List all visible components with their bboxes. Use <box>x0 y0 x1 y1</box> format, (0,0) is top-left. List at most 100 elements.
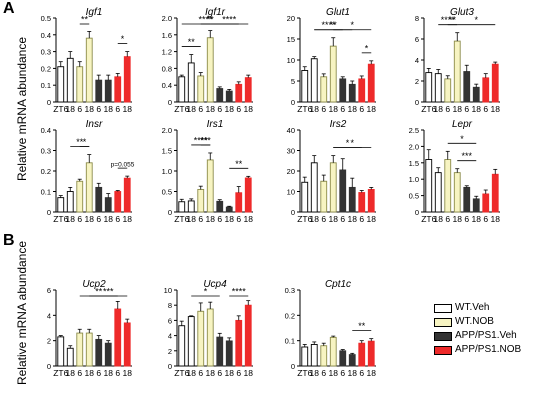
x-tick-label: 18 <box>66 214 76 224</box>
y-tick-label: 0.1 <box>41 81 51 90</box>
bar <box>76 180 84 213</box>
y-tick-label: 0 <box>415 208 419 217</box>
x-tick-label: ZT6 <box>174 368 189 378</box>
x-tick-label: 18 <box>472 104 482 114</box>
bar <box>104 342 112 367</box>
bar <box>85 332 93 367</box>
y-tick-label: 0.1 <box>41 188 51 197</box>
x-tick-label: 18 <box>367 214 377 224</box>
bar <box>123 322 131 367</box>
y-tick-label: 20 <box>287 167 295 176</box>
bar <box>453 40 461 103</box>
sig-label: * <box>460 134 464 144</box>
bar <box>197 188 205 213</box>
x-tick-label: 6 <box>359 368 364 378</box>
sig-label: * <box>474 15 478 25</box>
sig-label: ** <box>358 321 366 331</box>
x-tick-label: 6 <box>77 368 82 378</box>
y-tick-label: 10 <box>287 188 295 197</box>
y-tick-label: 0 <box>291 362 295 371</box>
bar <box>57 66 65 103</box>
x-tick-label: 6 <box>96 214 101 224</box>
x-tick-label: 18 <box>206 214 216 224</box>
bar <box>367 188 375 213</box>
x-tick-label: 18 <box>348 214 358 224</box>
x-tick-label: 6 <box>321 214 326 224</box>
sig-label: ** <box>81 15 89 25</box>
x-tick-label: 6 <box>464 104 469 114</box>
bar <box>104 79 112 103</box>
y-tick-label: 0 <box>291 208 295 217</box>
bar <box>206 159 214 213</box>
x-tick-label: 18 <box>434 104 444 114</box>
x-tick-label: 6 <box>340 104 345 114</box>
legend-item: APP/PS1.Veh <box>434 329 521 343</box>
x-tick-label: 6 <box>445 104 450 114</box>
chart-title: Glut3 <box>450 7 474 18</box>
panel-a-label: A <box>3 0 15 17</box>
y-tick-label: 0.1 <box>285 337 295 346</box>
x-tick-label: 18 <box>310 214 320 224</box>
x-tick-label: 18 <box>310 104 320 114</box>
sig-label: * <box>83 137 87 147</box>
sig-label: * <box>350 138 354 148</box>
legend-item: WT.NOB <box>434 315 521 329</box>
y-tick-label: 10 <box>164 286 172 295</box>
x-tick-label: 18 <box>472 214 482 224</box>
bar <box>358 342 366 367</box>
y-tick-label: 5 <box>291 77 295 86</box>
bar <box>197 310 205 367</box>
sig-label: **** <box>232 287 247 297</box>
chart-title: Ucp4 <box>203 279 227 290</box>
x-tick-label: 6 <box>115 214 120 224</box>
chart-title: Irs1 <box>207 119 224 130</box>
chart-title: Lepr <box>452 119 473 130</box>
bar <box>301 346 309 367</box>
bar <box>76 66 84 103</box>
x-tick-label: 18 <box>244 214 254 224</box>
bar <box>85 37 93 103</box>
x-tick-label: 6 <box>483 214 488 224</box>
x-tick-label: 6 <box>115 368 120 378</box>
x-tick-label: 6 <box>236 368 241 378</box>
y-tick-label: 0.5 <box>409 192 419 201</box>
bar <box>197 75 205 103</box>
x-tick-label: 18 <box>104 368 114 378</box>
y-tick-label: 0 <box>291 98 295 107</box>
x-tick-label: 6 <box>321 104 326 114</box>
y-tick-label: 10 <box>287 56 295 65</box>
bar <box>463 71 471 103</box>
bar <box>301 181 309 213</box>
bar <box>244 77 252 103</box>
x-tick-label: 18 <box>491 214 501 224</box>
x-tick-label: 6 <box>445 214 450 224</box>
x-tick-label: 18 <box>244 368 254 378</box>
x-tick-label: ZT6 <box>297 104 312 114</box>
x-tick-label: 18 <box>348 104 358 114</box>
x-tick-label: ZT6 <box>174 214 189 224</box>
sig-label: *** <box>200 135 211 145</box>
sig-label: **** <box>194 135 209 145</box>
x-tick-label: 18 <box>310 368 320 378</box>
y-tick-label: 1.0 <box>409 175 419 184</box>
legend-swatch <box>434 317 452 327</box>
legend-label: APP/PS1.NOB <box>455 344 522 355</box>
bar <box>235 83 243 103</box>
y-tick-label: 4 <box>415 56 419 65</box>
bar <box>57 336 65 367</box>
sig-label: ** <box>95 287 103 297</box>
x-tick-label: 6 <box>217 214 222 224</box>
x-tick-label: 6 <box>236 104 241 114</box>
x-tick-label: ZT6 <box>53 214 68 224</box>
y-tick-label: 0.3 <box>285 286 295 295</box>
x-tick-label: 18 <box>491 104 501 114</box>
y-tick-label: 0 <box>168 208 172 217</box>
x-tick-label: 18 <box>66 368 76 378</box>
x-tick-label: 18 <box>453 104 463 114</box>
x-tick-label: 18 <box>85 104 95 114</box>
y-tick-label: 0.5 <box>162 188 172 197</box>
y-tick-label: 0 <box>47 208 51 217</box>
bar <box>244 304 252 367</box>
bar <box>95 338 103 367</box>
chart-title: Igf1r <box>205 7 226 18</box>
